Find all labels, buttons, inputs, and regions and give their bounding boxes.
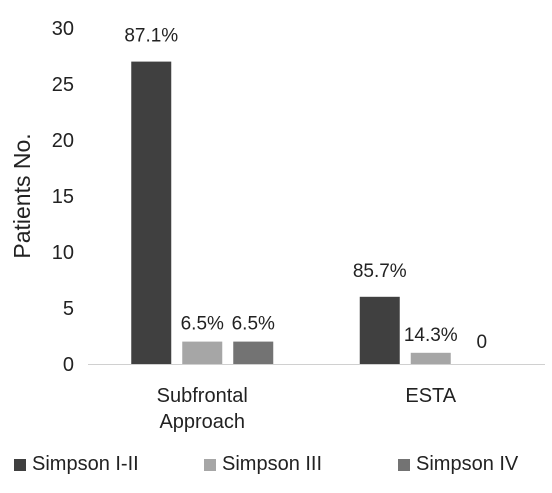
- data-label-1-0: 85.7%: [353, 261, 407, 282]
- y-axis-ticks: 0 5 10 15 20 25 30: [52, 18, 74, 376]
- legend-swatch-0: [14, 459, 26, 471]
- bar-1-0: [359, 296, 400, 364]
- bar-0-1: [182, 341, 223, 364]
- legend-label-2: Simpson IV: [416, 453, 519, 475]
- bars: [131, 61, 451, 364]
- y-tick-label-6: 30: [52, 18, 74, 40]
- y-tick-label-2: 10: [52, 242, 74, 264]
- data-label-0-2: 6.5%: [232, 314, 275, 335]
- bar-0-2: [233, 341, 274, 364]
- category-label-0-1: Approach: [159, 411, 245, 433]
- y-tick-label-1: 5: [63, 298, 74, 320]
- y-tick-label-5: 25: [52, 74, 74, 96]
- bar-1-1: [410, 352, 451, 364]
- category-labels: Subfrontal Approach ESTA: [157, 385, 457, 433]
- category-label-0-0: Subfrontal: [157, 385, 248, 407]
- data-labels: 87.1% 6.5% 6.5% 85.7% 14.3% 0: [124, 26, 487, 353]
- y-tick-label-4: 20: [52, 130, 74, 152]
- legend-swatch-1: [204, 459, 216, 471]
- data-label-0-1: 6.5%: [181, 314, 224, 335]
- legend: Simpson I-II Simpson III Simpson IV: [14, 453, 519, 475]
- bar-0-0: [131, 61, 172, 364]
- legend-swatch-2: [398, 459, 410, 471]
- y-tick-label-0: 0: [63, 354, 74, 376]
- y-tick-label-3: 15: [52, 186, 74, 208]
- category-label-1-0: ESTA: [405, 385, 456, 407]
- legend-label-0: Simpson I-II: [32, 453, 139, 475]
- data-label-1-2: 0: [476, 332, 487, 353]
- y-axis-label: Patients No.: [9, 133, 35, 258]
- data-label-1-1: 14.3%: [404, 325, 458, 346]
- data-label-0-0: 87.1%: [124, 26, 178, 47]
- legend-label-1: Simpson III: [222, 453, 322, 475]
